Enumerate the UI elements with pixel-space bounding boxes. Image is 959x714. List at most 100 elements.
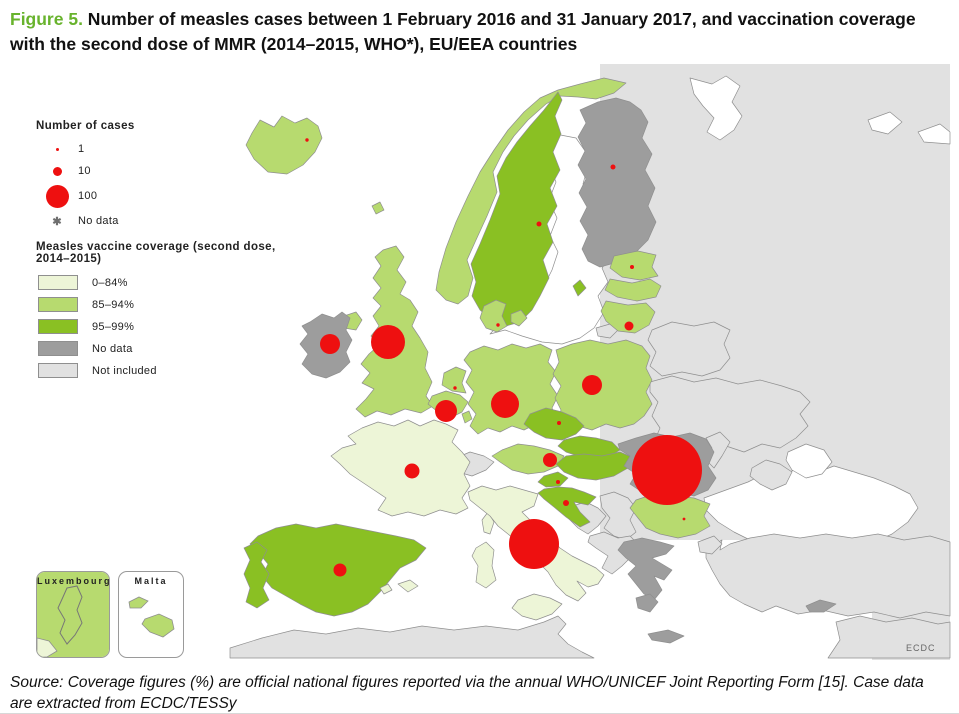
case-circle-belgium [435,400,457,422]
case-circle-symbol [55,147,59,151]
country-denmark [479,299,508,333]
case-circle-spain [333,563,347,577]
case-circle-lithuania [624,321,634,331]
legend-coverage-item: Not included [36,360,276,381]
country-czech-republic [523,407,585,441]
map-attribution: ECDC [906,643,936,653]
country-iceland [245,115,323,175]
country-croatia [537,486,597,528]
sea-lake-onega [917,123,951,145]
case-circle-france [404,463,420,479]
legend-cases-item: ✱ No data [36,211,276,231]
map-legend: Number of cases 1 10 100 ✱ No data Measles v… [36,120,276,382]
legend-coverage-item: 0–84% [36,272,276,293]
country-balearic-islands [379,583,393,595]
legend-coverage-label: 95–99% [92,320,135,333]
coverage-swatch-0-84 [38,275,78,290]
case-circle-germany [491,390,519,418]
legend-cases-label: 10 [78,165,91,177]
country-greece [635,593,659,613]
country-hungary [555,451,635,481]
inset-malta: Malta [118,571,184,658]
legend-cases-label: 100 [78,190,98,202]
country-cyprus [805,599,837,613]
case-circle-estonia [630,265,634,269]
case-circle-poland [582,375,602,395]
legend-coverage-label: 85–94% [92,298,135,311]
case-circle-bulgaria [682,517,686,521]
legend-cases-rows: 1 10 100 ✱ No data [36,139,276,231]
country-balearic-islands [397,579,419,593]
case-circle-denmark [496,323,500,327]
coverage-swatch-not-included [38,363,78,378]
country-france [330,419,471,517]
country-faroe-islands [371,201,385,215]
legend-cases-item: 100 [36,183,276,209]
country-latvia [604,278,662,302]
inset-luxembourg-shape [57,585,83,645]
case-size-circle-icon [36,166,78,176]
figure-title: Figure 5. Number of measles cases betwee… [10,7,948,57]
country-belarus [647,321,731,377]
figure-title-text: Number of measles cases between 1 Februa… [10,9,916,54]
case-circle-united-kingdom [371,325,405,359]
country-lithuania [600,300,656,334]
legend-coverage-item: 95–99% [36,316,276,337]
country-sicily [511,593,563,621]
country-slovenia [537,471,569,488]
case-circle-romania [632,435,702,505]
legend-coverage-header: Measles vaccine coverage (second dose, 2… [36,241,276,265]
country-crimea [749,459,793,491]
country-estonia [609,250,659,281]
legend-coverage-item: No data [36,338,276,359]
case-circle-iceland [305,138,309,142]
inset-malta-label: Malta [134,576,168,586]
inset-france-corner [37,637,58,657]
figure-number-label: Figure 5. [10,9,83,29]
legend-cases-label: No data [78,215,119,227]
legend-cases-header: Number of cases [36,120,135,132]
country-north-africa [229,615,595,659]
country-gotland [572,279,587,297]
country-netherlands [441,366,467,394]
legend-coverage-rows: 0–84% 85–94% 95–99% No data Not included [36,272,276,381]
inset-luxembourg: Luxembourg [36,571,110,658]
asterisk-icon: ✱ [52,215,62,228]
country-austria [491,443,565,475]
sea-sea-of-azov [785,443,833,479]
coverage-swatch-no-data [38,341,78,356]
legend-cases-item: 1 [36,139,276,159]
case-circle-slovenia [556,480,560,484]
inset-malta-map [128,596,175,638]
case-circle-croatia [563,500,569,506]
case-size-circle-icon [36,147,78,151]
inset-luxembourg-map [37,572,109,657]
case-circle-italy [509,519,559,569]
country-norway [435,77,627,305]
inset-gozo-shape [128,596,149,609]
legend-coverage-label: No data [92,342,133,355]
case-circle-symbol [52,166,62,176]
country-greece [647,629,685,644]
legend-coverage-label: 0–84% [92,276,128,289]
legend-coverage-item: 85–94% [36,294,276,315]
legend-cases-label: 1 [78,143,85,155]
country-denmark-islands [510,309,528,327]
country-sardinia [471,541,497,589]
country-turkey [705,533,951,619]
inset-malta-shape [141,613,175,638]
case-circle-symbol [45,184,69,208]
country-serbia [599,491,637,541]
legend-cases-item: 10 [36,161,276,181]
country-greece [617,537,675,601]
coverage-swatch-85-94 [38,297,78,312]
legend-coverage-label: Not included [92,364,157,377]
country-portugal [243,541,270,609]
country-turkey-european [697,535,723,555]
case-circle-austria [543,453,557,467]
sea-lake-ladoga [867,111,903,135]
case-circle-finland [610,164,616,170]
case-circle-sweden [536,221,542,227]
